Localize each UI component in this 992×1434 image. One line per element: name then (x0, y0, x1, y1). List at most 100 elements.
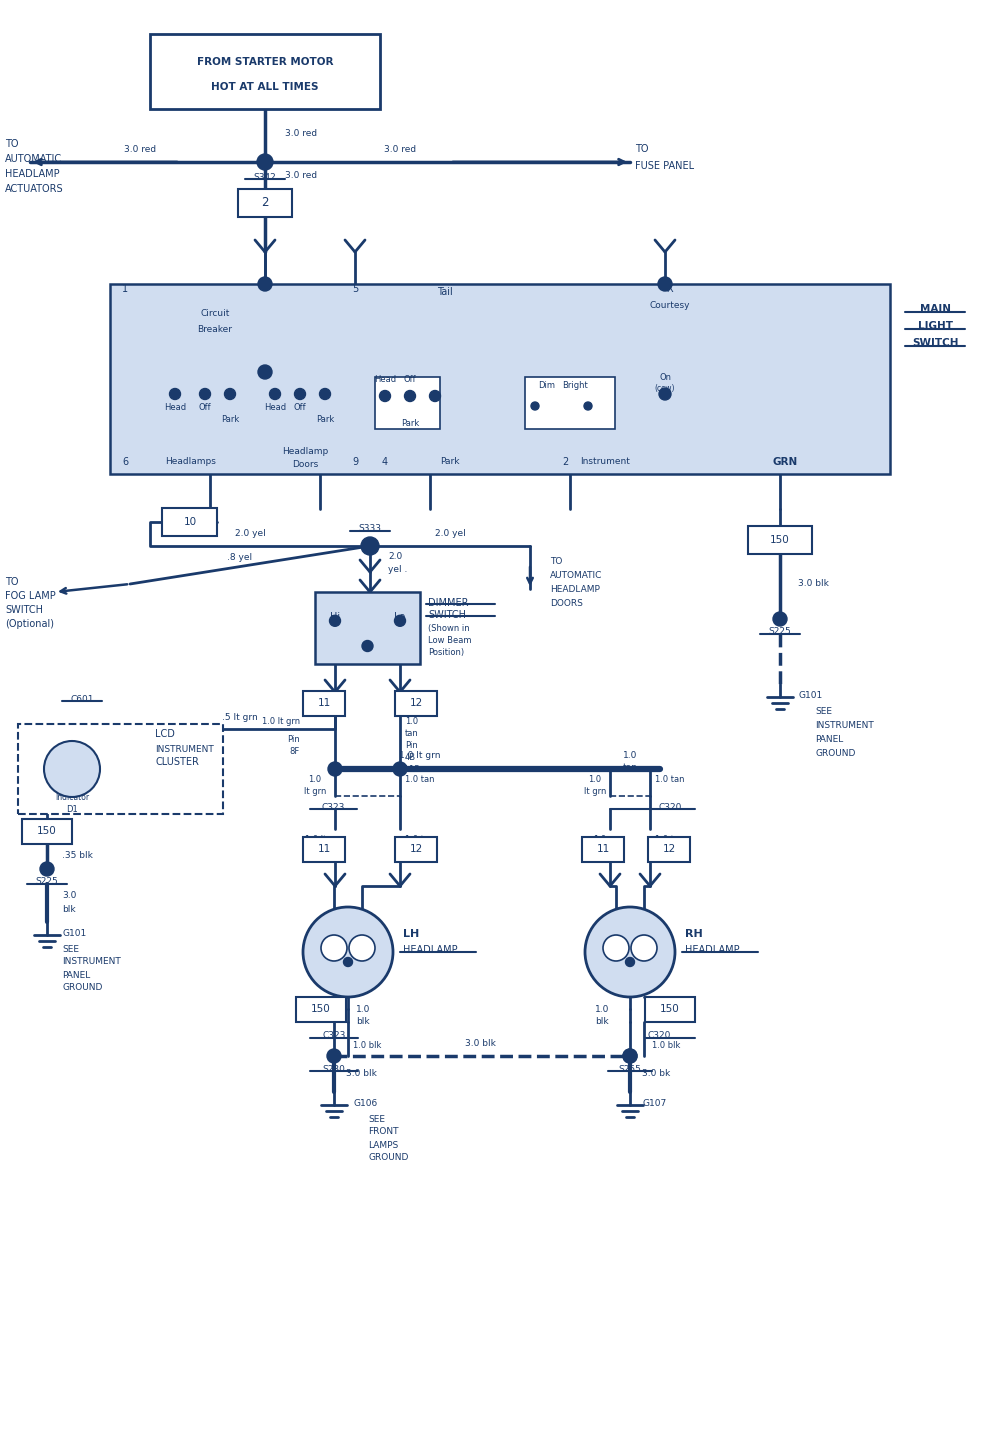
Text: HEADLAMP: HEADLAMP (403, 945, 457, 955)
Text: 1.0: 1.0 (309, 776, 321, 784)
Text: HOT AT ALL TIMES: HOT AT ALL TIMES (211, 82, 318, 92)
Text: 11: 11 (596, 845, 610, 855)
Text: INSTRUMENT: INSTRUMENT (62, 958, 121, 967)
Text: 10: 10 (184, 518, 196, 528)
Bar (296, 997, 346, 1022)
Circle shape (303, 906, 393, 997)
Text: 1.0: 1.0 (595, 1005, 609, 1014)
Circle shape (349, 935, 375, 961)
Circle shape (343, 958, 352, 967)
Circle shape (626, 958, 635, 967)
Text: FRONT: FRONT (368, 1127, 399, 1137)
Circle shape (319, 389, 330, 400)
Text: yel .: yel . (388, 565, 408, 574)
Text: 3.0 bk: 3.0 bk (642, 1070, 671, 1078)
Text: Pin: Pin (288, 734, 300, 743)
Text: ACTUATORS: ACTUATORS (5, 184, 63, 194)
Text: GROUND: GROUND (368, 1153, 409, 1163)
Text: 3.0 blk: 3.0 blk (464, 1038, 495, 1047)
Bar (303, 691, 345, 716)
Text: 150: 150 (660, 1004, 680, 1014)
Circle shape (362, 641, 373, 651)
Text: D1: D1 (66, 806, 78, 815)
Text: G101: G101 (798, 691, 822, 700)
Text: Beam: Beam (60, 779, 84, 787)
Circle shape (659, 389, 671, 400)
Text: 150: 150 (311, 1004, 331, 1014)
Text: 1.0: 1.0 (356, 1005, 370, 1014)
Text: C3: C3 (66, 754, 77, 763)
Bar (395, 837, 437, 862)
Text: HEADLAMP: HEADLAMP (685, 945, 740, 955)
Bar (648, 837, 690, 862)
Text: Headlamp: Headlamp (282, 446, 328, 456)
Text: Instrument: Instrument (580, 457, 630, 466)
Text: Headlamps: Headlamps (165, 457, 216, 466)
Text: GROUND: GROUND (815, 750, 855, 759)
Circle shape (257, 153, 273, 171)
Circle shape (585, 906, 675, 997)
Text: Head: Head (164, 403, 186, 412)
Text: 1.0: 1.0 (593, 835, 606, 843)
Text: PANEL: PANEL (62, 971, 90, 979)
Text: G101: G101 (62, 929, 86, 938)
Text: CLUSTER: CLUSTER (155, 757, 198, 767)
Circle shape (658, 277, 672, 291)
Text: 8F: 8F (290, 747, 300, 756)
Text: S230: S230 (322, 1064, 345, 1074)
Text: C323: C323 (321, 803, 344, 812)
Text: C320: C320 (648, 1031, 672, 1041)
Circle shape (328, 761, 342, 776)
Text: FROM STARTER MOTOR: FROM STARTER MOTOR (196, 57, 333, 67)
Text: S225: S225 (36, 878, 59, 886)
Text: Doors: Doors (292, 459, 318, 469)
Text: SEE: SEE (368, 1114, 385, 1123)
Text: Off: Off (404, 376, 417, 384)
Circle shape (258, 277, 272, 291)
Circle shape (361, 536, 379, 555)
Text: 1.0 tan: 1.0 tan (405, 835, 434, 843)
Text: 1.0 tan: 1.0 tan (655, 835, 684, 843)
Text: 1.0: 1.0 (588, 776, 601, 784)
Circle shape (380, 390, 391, 402)
Text: lt grn: lt grn (589, 846, 611, 856)
Text: 9: 9 (352, 457, 358, 467)
Text: Park: Park (221, 414, 239, 423)
Bar (375, 377, 440, 429)
Text: .35 blk: .35 blk (62, 852, 93, 860)
Text: 3.0 blk: 3.0 blk (798, 579, 829, 588)
Text: 5: 5 (352, 284, 358, 294)
Text: AUTOMATIC: AUTOMATIC (550, 572, 602, 581)
Circle shape (170, 389, 181, 400)
Circle shape (199, 389, 210, 400)
Circle shape (321, 935, 347, 961)
Text: 1: 1 (122, 284, 128, 294)
Text: SWITCH: SWITCH (428, 609, 466, 619)
Text: 1.0 blk: 1.0 blk (652, 1041, 681, 1051)
Circle shape (631, 935, 657, 961)
Text: Bright: Bright (562, 381, 588, 390)
Text: 2.0: 2.0 (388, 552, 402, 561)
Text: Breaker: Breaker (197, 324, 232, 334)
Circle shape (623, 1050, 637, 1063)
Text: 12: 12 (410, 845, 423, 855)
Text: 6: 6 (122, 457, 128, 467)
Bar (150, 34, 380, 109)
Text: SWITCH: SWITCH (912, 338, 958, 348)
Text: .5 lt grn: .5 lt grn (222, 714, 258, 723)
Text: LIGHT: LIGHT (918, 321, 952, 331)
Text: S225: S225 (769, 628, 792, 637)
Text: S255: S255 (619, 1064, 642, 1074)
Text: Hi: Hi (330, 612, 340, 622)
Text: RH: RH (685, 929, 702, 939)
Text: 3.0 red: 3.0 red (285, 172, 317, 181)
Text: 12: 12 (663, 845, 676, 855)
Text: TO: TO (635, 143, 649, 153)
Text: 3.0 red: 3.0 red (384, 145, 416, 153)
Text: GRN: GRN (773, 457, 798, 467)
Text: 11: 11 (317, 698, 330, 708)
Text: On: On (659, 373, 671, 383)
Text: Low Beam: Low Beam (428, 635, 471, 645)
Text: Lo: Lo (395, 612, 406, 622)
Text: 11: 11 (317, 845, 330, 855)
